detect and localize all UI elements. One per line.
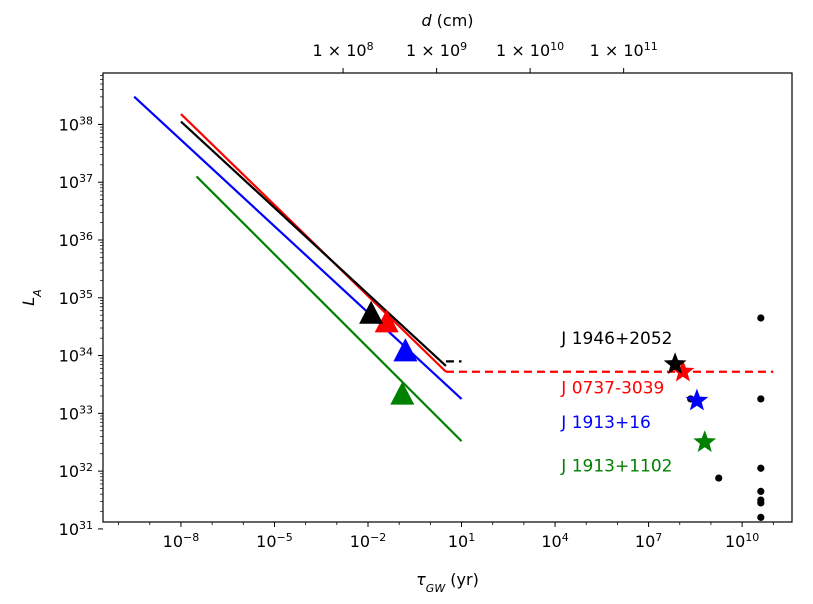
x-tick-label: 10−8: [163, 531, 200, 552]
data-point: [757, 499, 765, 507]
x-tick-label: 101: [448, 531, 475, 552]
y-tick-label: 1032: [59, 461, 93, 482]
y-tick-label: 1031: [59, 518, 93, 539]
data-point: [757, 513, 765, 521]
data-point: [757, 464, 765, 472]
y-tick-label: 1033: [59, 403, 93, 424]
triangle-marker: [359, 300, 384, 324]
y-tick-label: 1038: [59, 114, 93, 135]
axes-frame: [102, 72, 793, 523]
data-point: [757, 487, 765, 495]
series-label: J 1913+1102: [560, 456, 672, 476]
star-marker: [671, 359, 695, 382]
series-label: J 0737-3039: [560, 378, 664, 398]
star-marker: [693, 430, 717, 452]
series-line: [180, 120, 447, 367]
star-marker: [685, 388, 709, 411]
series-label: J 1946+2052: [560, 329, 672, 349]
triangle-marker: [374, 309, 399, 333]
data-point: [757, 395, 765, 403]
x-tick-label: 10−5: [256, 531, 293, 552]
star-marker: [663, 352, 687, 374]
y-tick-label: 1035: [59, 287, 93, 308]
top-tick-label: 1 × 108: [312, 40, 373, 61]
data-point: [757, 314, 765, 322]
x-axis-label: τGW (yr): [416, 570, 479, 595]
x-tick-label: 1010: [725, 531, 759, 552]
data-point: [715, 474, 723, 482]
x-tick-label: 104: [541, 531, 568, 552]
x-tick-label: 107: [635, 531, 662, 552]
top-tick-label: 1 × 1011: [590, 40, 658, 61]
triangle-marker: [393, 338, 418, 362]
top-axis-label: d (cm): [421, 11, 473, 30]
x-tick-label: 10−2: [350, 531, 387, 552]
y-axis-label: LA: [19, 289, 44, 305]
top-tick-label: 1 × 109: [406, 40, 467, 61]
triangle-marker: [390, 381, 415, 405]
series-line: [195, 175, 463, 442]
series-label: J 1913+16: [560, 413, 651, 433]
top-tick-label: 1 × 1010: [496, 40, 564, 61]
y-tick-label: 1036: [59, 230, 93, 251]
y-tick-label: 1037: [59, 172, 93, 193]
y-tick-label: 1034: [59, 345, 93, 366]
